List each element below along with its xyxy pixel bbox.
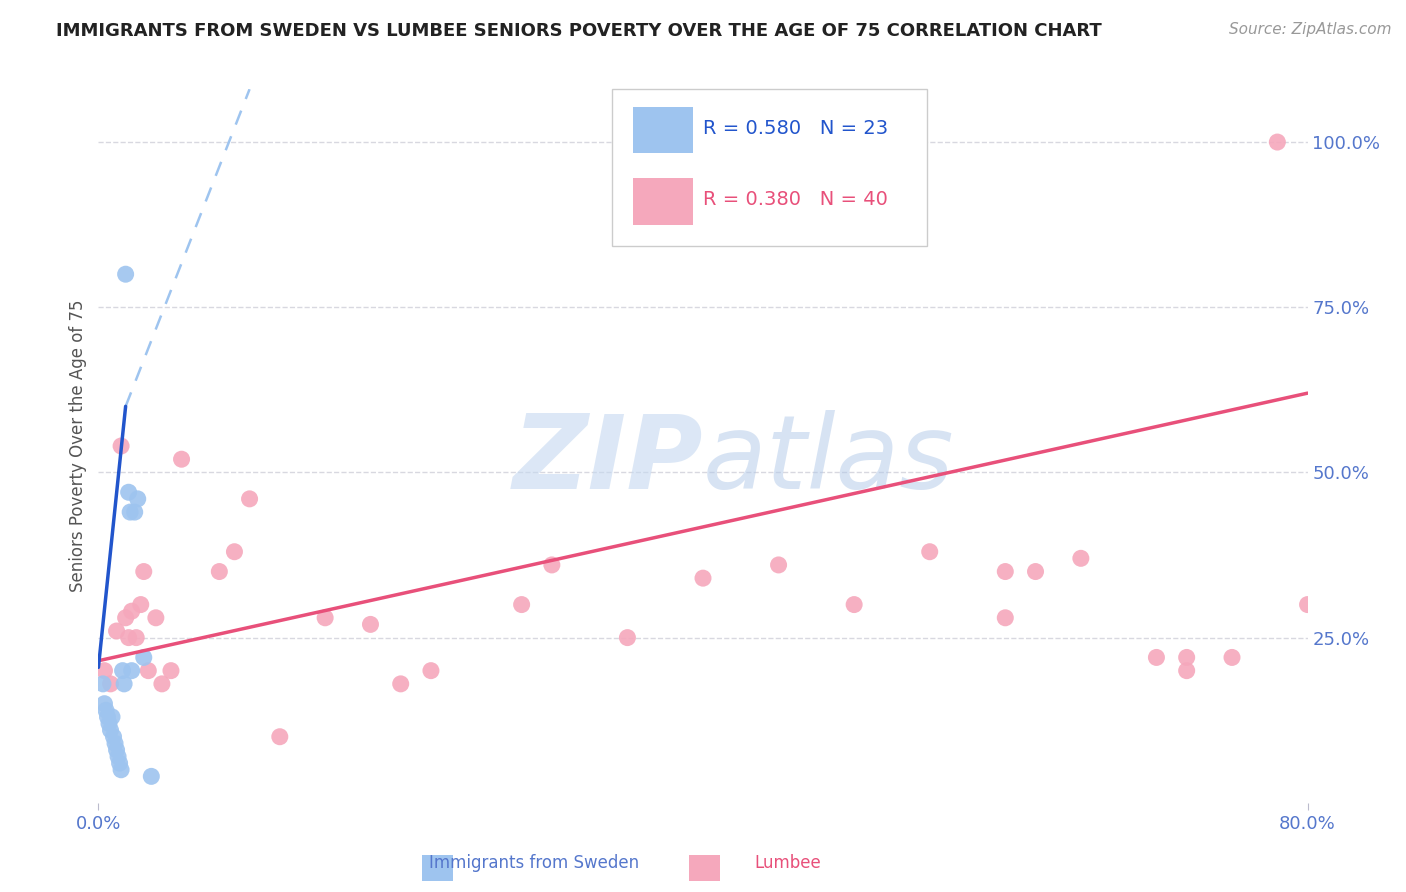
Point [112,677,135,691]
Point [118,485,141,500]
Text: R = 0.380   N = 40: R = 0.380 N = 40 [703,190,887,210]
Point [616,631,638,645]
Point [314,611,336,625]
Point [1267,135,1289,149]
Point [91,677,114,691]
Point [170,452,193,467]
Point [114,267,136,281]
Point [420,664,443,678]
Text: R = 0.580   N = 23: R = 0.580 N = 23 [703,119,889,138]
Point [208,565,231,579]
Point [100,677,122,691]
Point [129,598,152,612]
Point [114,611,136,625]
Point [118,631,141,645]
Y-axis label: Seniors Poverty Over the Age of 75: Seniors Poverty Over the Age of 75 [69,300,87,592]
Point [110,763,132,777]
Point [389,677,412,691]
Point [1024,565,1046,579]
Point [105,624,128,638]
Text: Immigrants from Sweden: Immigrants from Sweden [429,855,640,872]
Point [98,716,121,731]
Point [107,749,129,764]
Point [1296,598,1319,612]
Point [1175,650,1198,665]
Point [120,505,142,519]
Point [105,743,128,757]
Point [141,769,163,783]
Point [145,611,167,625]
Point [93,697,115,711]
Point [1175,664,1198,678]
Point [994,611,1017,625]
Point [768,558,790,572]
Point [132,565,155,579]
Text: IMMIGRANTS FROM SWEDEN VS LUMBEE SENIORS POVERTY OVER THE AGE OF 75 CORRELATION : IMMIGRANTS FROM SWEDEN VS LUMBEE SENIORS… [56,22,1102,40]
Point [121,604,143,618]
Text: Lumbee: Lumbee [754,855,821,872]
Point [692,571,714,585]
Point [918,545,941,559]
Point [994,565,1017,579]
Point [160,664,183,678]
Point [100,723,122,738]
Point [269,730,291,744]
Point [101,710,124,724]
Point [103,730,125,744]
Point [121,664,143,678]
Point [132,650,155,665]
Point [124,505,146,519]
Point [1070,551,1092,566]
Point [110,439,132,453]
FancyBboxPatch shape [633,107,693,153]
Point [127,491,149,506]
Point [96,710,118,724]
Point [150,677,173,691]
Point [104,736,127,750]
Point [93,664,115,678]
Point [239,491,262,506]
Text: atlas: atlas [703,410,955,510]
FancyBboxPatch shape [613,89,927,246]
Point [94,703,117,717]
Point [360,617,382,632]
Point [1220,650,1243,665]
Point [844,598,866,612]
FancyBboxPatch shape [633,178,693,225]
Text: Source: ZipAtlas.com: Source: ZipAtlas.com [1229,22,1392,37]
Point [108,756,131,771]
Point [136,664,159,678]
Point [1144,650,1167,665]
Point [224,545,246,559]
Point [510,598,533,612]
Point [111,664,134,678]
Point [125,631,148,645]
Point [540,558,562,572]
Text: ZIP: ZIP [512,409,703,511]
